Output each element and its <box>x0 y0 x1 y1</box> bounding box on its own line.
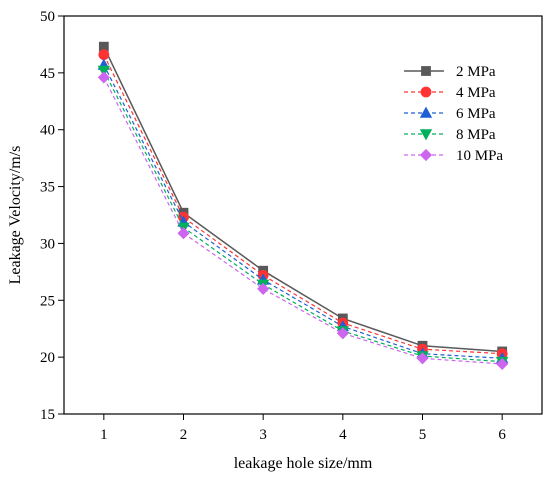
y-tick-label: 50 <box>40 9 55 25</box>
y-axis-title: Leakage Velocity/m/s <box>7 146 24 285</box>
legend-label: 8 MPa <box>456 127 496 143</box>
legend-label: 2 MPa <box>456 64 496 80</box>
legend-item: 10 MPa <box>404 148 503 164</box>
data-point <box>416 352 429 365</box>
data-point <box>257 282 270 295</box>
series-3 <box>97 65 509 369</box>
legend-item: 8 MPa <box>404 127 496 143</box>
series-line <box>103 64 503 359</box>
y-tick-label: 30 <box>40 236 55 252</box>
y-tick-label: 35 <box>40 180 55 196</box>
series-4 <box>97 71 509 371</box>
legend-label: 4 MPa <box>456 85 496 101</box>
data-point <box>336 327 349 340</box>
series-2 <box>97 58 509 364</box>
y-tick-label: 25 <box>40 293 55 309</box>
legend: 2 MPa 4 MPa 6 MPa 8 MPa 10 MPa <box>404 64 503 164</box>
series-line <box>103 70 503 363</box>
x-tick-label: 3 <box>259 427 267 443</box>
legend-marker <box>420 86 432 98</box>
x-tick-label: 6 <box>498 427 506 443</box>
legend-marker <box>419 148 433 162</box>
data-point <box>177 227 190 240</box>
y-tick-label: 20 <box>40 350 55 366</box>
plot-area-frame <box>63 15 543 415</box>
x-axis-title: leakage hole size/mm <box>234 455 373 472</box>
legend-marker <box>419 106 433 118</box>
series-0 <box>98 41 508 357</box>
series-line <box>103 46 503 353</box>
y-tick-label: 45 <box>40 66 55 82</box>
y-tick-label: 40 <box>40 123 55 139</box>
series-1 <box>98 49 508 360</box>
x-tick-label: 1 <box>100 427 108 443</box>
data-point <box>496 357 509 371</box>
legend-item: 2 MPa <box>404 64 496 80</box>
x-tick-label: 5 <box>419 427 427 443</box>
legend-label: 10 MPa <box>456 148 503 164</box>
data-point <box>97 65 111 77</box>
series-line <box>103 77 503 365</box>
legend-marker <box>419 129 433 141</box>
series-line <box>103 54 503 355</box>
legend-label: 6 MPa <box>456 106 496 122</box>
legend-item: 4 MPa <box>404 85 496 101</box>
data-point <box>97 71 110 84</box>
x-tick-label: 2 <box>180 427 188 443</box>
y-tick-label: 15 <box>40 407 55 423</box>
x-tick-label: 4 <box>339 427 347 443</box>
legend-item: 6 MPa <box>404 106 496 122</box>
legend-marker <box>421 66 431 76</box>
data-point <box>98 49 110 61</box>
